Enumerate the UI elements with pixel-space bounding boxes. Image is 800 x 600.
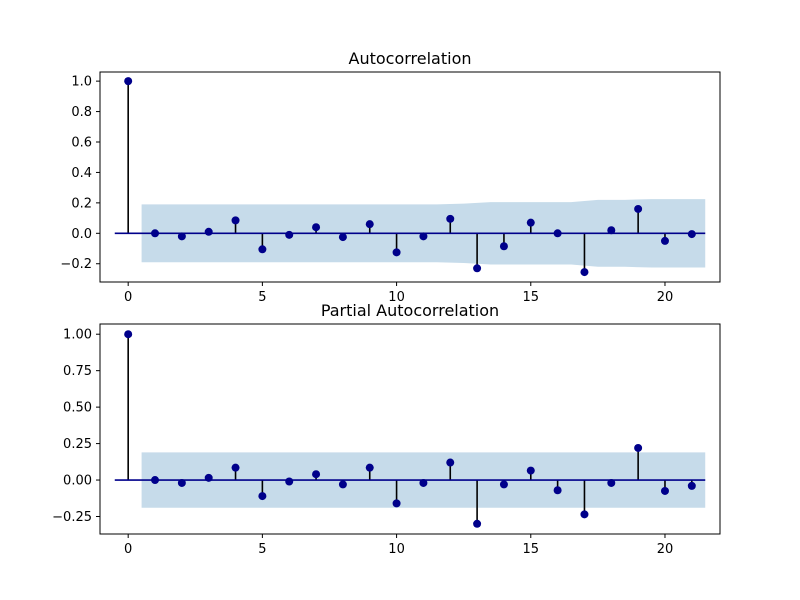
pacf-xtick-label: 15 — [523, 542, 540, 557]
acf-marker — [365, 220, 374, 229]
acf-marker — [580, 268, 589, 277]
pacf-ytick-label: 1.00 — [63, 328, 92, 343]
pacf-marker — [392, 499, 401, 508]
acf-ytick-label: 0.8 — [71, 105, 92, 120]
pacf-marker — [526, 466, 535, 475]
pacf-marker — [499, 480, 508, 489]
acf-marker — [419, 232, 428, 241]
pacf-marker — [553, 486, 562, 495]
pacf-marker — [634, 443, 643, 452]
acf-marker — [151, 229, 160, 238]
acf-xtick-label: 0 — [124, 290, 132, 305]
pacf-marker — [338, 480, 347, 489]
acf-marker — [553, 229, 562, 238]
acf-marker — [124, 77, 133, 86]
pacf-marker — [231, 463, 240, 472]
acf-marker — [526, 218, 535, 227]
pacf-title: Partial Autocorrelation — [321, 301, 499, 320]
acf-marker — [312, 223, 321, 232]
pacf-marker — [473, 519, 482, 528]
pacf-marker — [204, 473, 213, 482]
pacf-marker — [258, 492, 267, 501]
acf-title: Autocorrelation — [349, 49, 472, 68]
pacf-xtick-label: 10 — [388, 542, 405, 557]
pacf-marker — [660, 486, 669, 495]
acf-xtick-label: 15 — [523, 290, 540, 305]
acf-marker — [177, 232, 186, 241]
acf-marker — [687, 230, 696, 239]
pacf-marker — [580, 510, 589, 519]
pacf-xtick-label: 20 — [657, 542, 674, 557]
acf-ytick-label: 0.4 — [71, 166, 92, 181]
acf-marker — [392, 248, 401, 257]
pacf-marker — [124, 330, 133, 339]
acf-marker — [607, 226, 616, 235]
pacf-marker — [285, 477, 294, 486]
pacf-marker — [446, 458, 455, 467]
pacf-marker — [312, 470, 321, 479]
acf-marker — [660, 236, 669, 245]
acf-xtick-label: 20 — [657, 290, 674, 305]
acf-ytick-label: 0.0 — [71, 227, 92, 242]
acf-ytick-label: 0.6 — [71, 136, 92, 151]
acf-marker — [204, 227, 213, 236]
pacf-marker — [151, 476, 160, 485]
pacf-marker — [607, 478, 616, 487]
acf-marker — [634, 204, 643, 213]
pacf-ytick-label: 0.00 — [63, 474, 92, 489]
acf-marker — [338, 233, 347, 242]
pacf-ytick-label: 0.25 — [63, 437, 92, 452]
pacf-axes-frame — [99, 323, 721, 535]
acf-panel: 0 5 10 15 20 −0.2 0.0 0.2 0.4 0.6 0.8 1.0 Autocorrel… — [60, 49, 721, 305]
acf-xtick-label: 10 — [388, 290, 405, 305]
pacf-ytick-label: 0.75 — [63, 364, 92, 379]
acf-marker — [499, 242, 508, 251]
acf-axes-frame — [99, 71, 721, 283]
pacf-ytick-label: 0.50 — [63, 401, 92, 416]
pacf-xtick-label: 5 — [258, 542, 266, 557]
pacf-marker — [177, 478, 186, 487]
acf-ytick-label: 1.0 — [71, 75, 92, 90]
acf-marker — [473, 264, 482, 273]
acf-marker — [446, 214, 455, 223]
acf-xtick-label: 5 — [258, 290, 266, 305]
acf-marker — [285, 230, 294, 239]
acf-ytick-label: −0.2 — [60, 257, 92, 272]
acf-marker — [258, 245, 267, 254]
pacf-marker — [365, 463, 374, 472]
acf-marker — [231, 216, 240, 225]
acf-ytick-label: 0.2 — [71, 196, 92, 211]
pacf-ytick-label: −0.25 — [52, 510, 92, 525]
pacf-marker — [687, 481, 696, 490]
pacf-marker — [419, 478, 428, 487]
pacf-xtick-label: 0 — [124, 542, 132, 557]
pacf-panel: 0 5 10 15 20 −0.25 0.00 0.25 0.50 0.75 1.00 Partial… — [52, 301, 721, 557]
